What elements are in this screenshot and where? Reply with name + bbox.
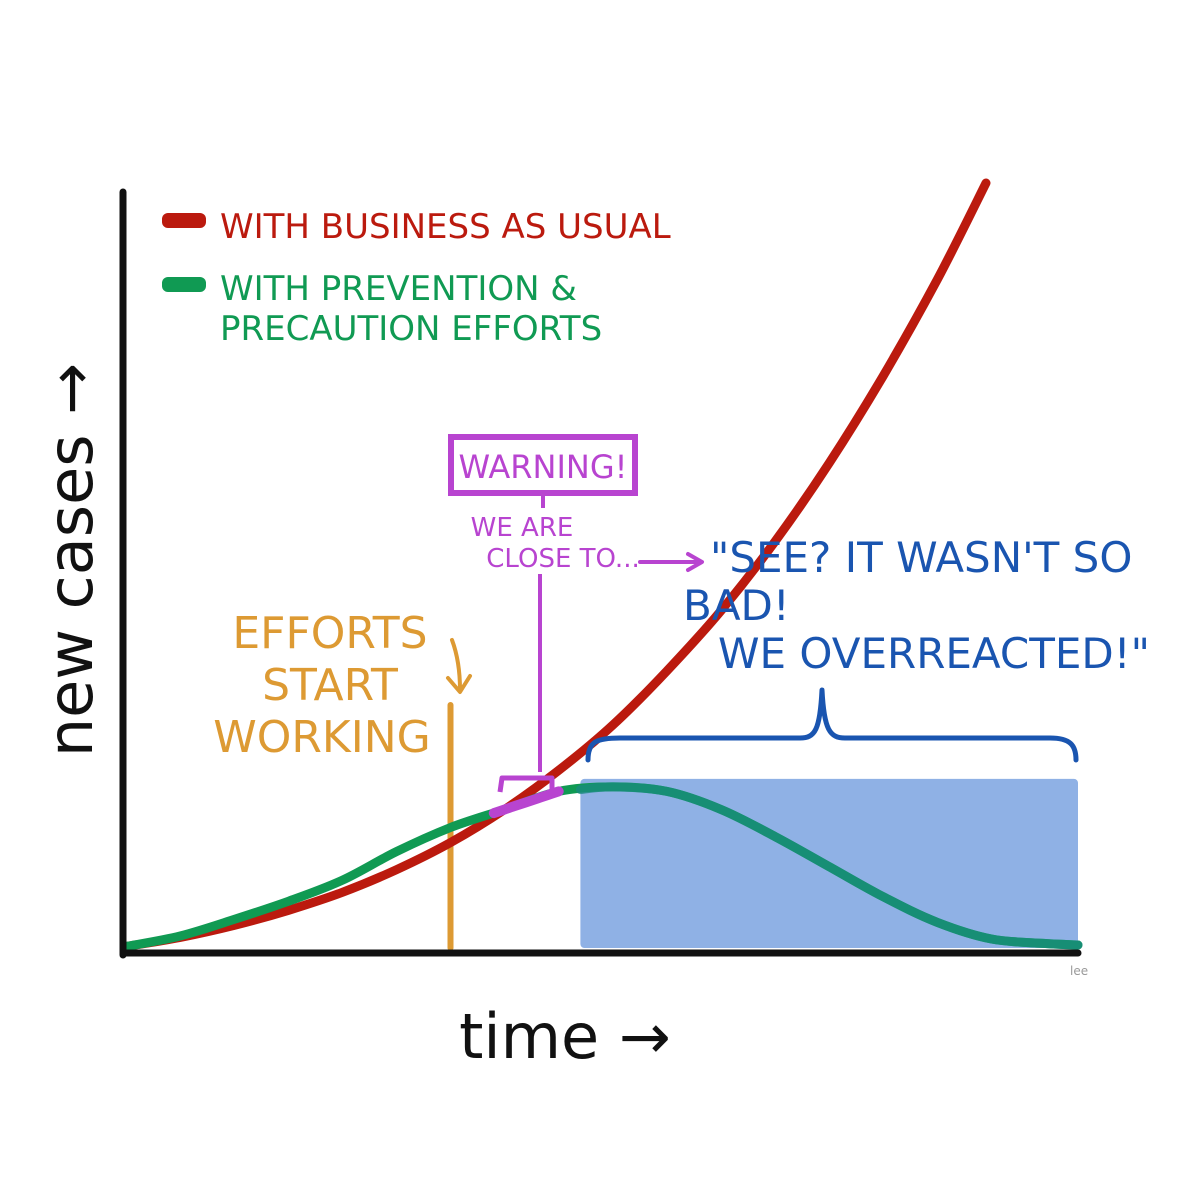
- efforts-annotation: EFFORTS START WORKING: [213, 608, 431, 763]
- warning-box-label: WARNING!: [459, 448, 628, 486]
- efforts-arrow-icon: [446, 638, 472, 694]
- y-axis-label: new cases →: [34, 363, 107, 757]
- quote-line3: WE OVERREACTED!": [718, 629, 1150, 678]
- x-axis-label: time →: [459, 1000, 671, 1073]
- warning-arrow-icon: [638, 552, 704, 572]
- efforts-annotation-line1: EFFORTS: [232, 608, 427, 659]
- warning-note-line1: WE ARE: [471, 513, 574, 543]
- quote-curly-brace: [585, 687, 1079, 763]
- warning-bracket: [497, 775, 555, 793]
- efforts-annotation-line3: WORKING: [213, 712, 431, 763]
- legend-label-business-as-usual: WITH BUSINESS AS USUAL: [220, 207, 671, 247]
- series-line-prevention-efforts-overlay: [575, 782, 1083, 950]
- efforts-annotation-line2: START: [262, 660, 398, 711]
- quote-line1: "SEE? IT WASN'T SO: [710, 533, 1132, 582]
- quote-line2: BAD!: [683, 581, 790, 630]
- warning-note-line2: CLOSE TO...: [486, 544, 639, 574]
- legend-swatch-business-as-usual: [162, 213, 206, 228]
- signature: lee: [1070, 964, 1088, 978]
- legend-swatch-prevention-efforts: [162, 277, 206, 292]
- warning-highlight-segment: [488, 786, 564, 819]
- legend-label-prevention-efforts-line1: WITH PREVENTION &: [220, 269, 577, 309]
- legend-label-prevention-efforts-line2: PRECAUTION EFFORTS: [220, 309, 602, 349]
